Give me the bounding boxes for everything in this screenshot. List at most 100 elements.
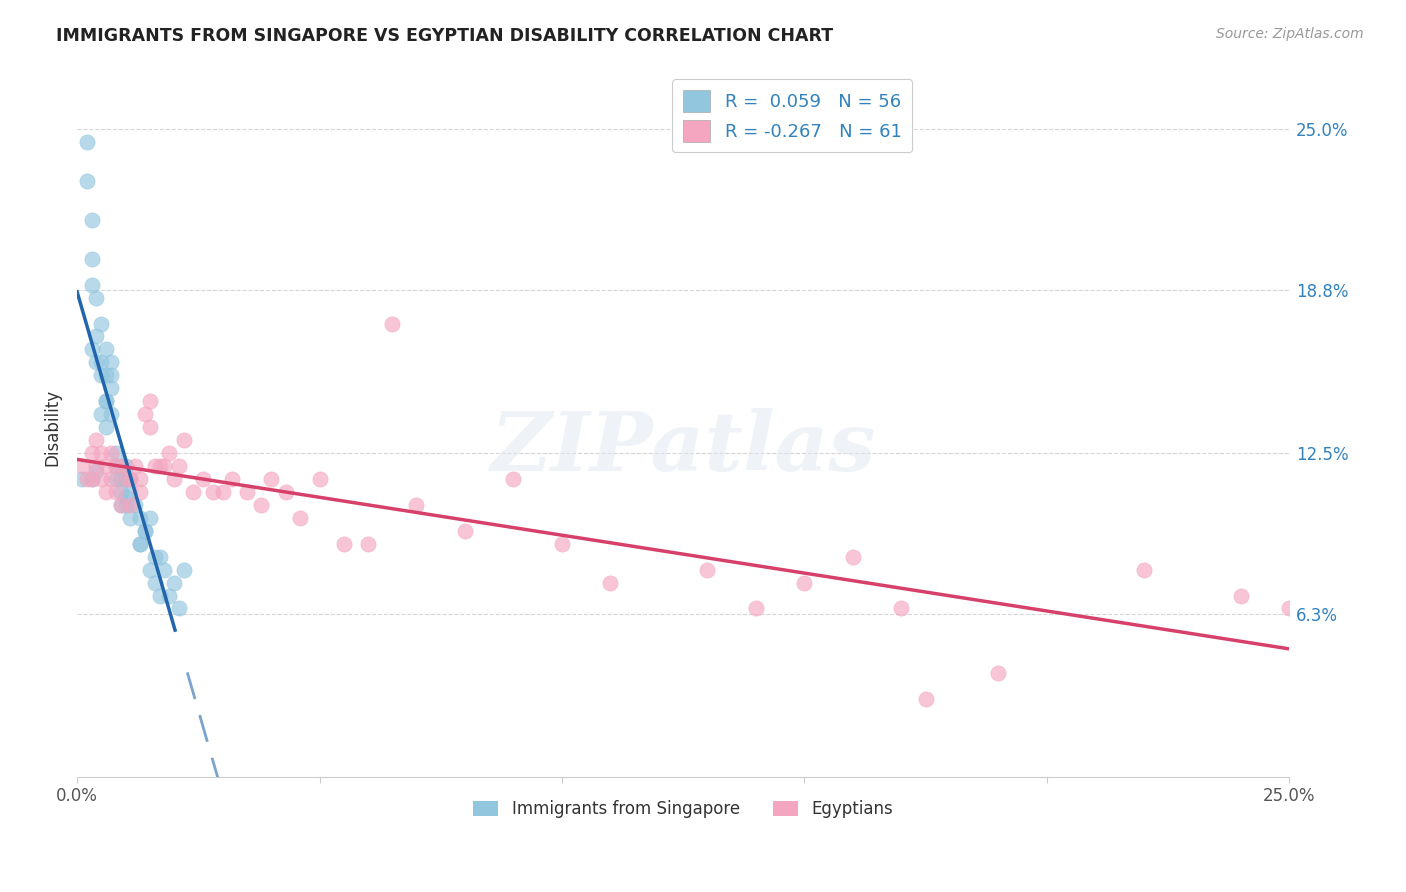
Point bbox=[129, 484, 152, 499]
Point bbox=[236, 484, 259, 499]
Point bbox=[70, 472, 93, 486]
Point bbox=[114, 498, 136, 512]
Point bbox=[333, 537, 356, 551]
Point bbox=[987, 666, 1010, 681]
Point bbox=[80, 252, 103, 266]
Point bbox=[163, 575, 186, 590]
Point bbox=[76, 135, 98, 149]
Point bbox=[90, 368, 112, 383]
Point bbox=[143, 458, 166, 473]
Point bbox=[80, 343, 103, 357]
Point bbox=[148, 589, 170, 603]
Point bbox=[86, 458, 108, 473]
Point bbox=[90, 317, 112, 331]
Point bbox=[96, 368, 118, 383]
Point bbox=[120, 511, 142, 525]
Point bbox=[80, 472, 103, 486]
Point bbox=[551, 537, 574, 551]
Point bbox=[599, 575, 621, 590]
Text: ZIPatlas: ZIPatlas bbox=[491, 409, 876, 488]
Point bbox=[80, 472, 103, 486]
Point bbox=[86, 464, 108, 478]
Point bbox=[114, 472, 136, 486]
Point bbox=[90, 472, 112, 486]
Point bbox=[153, 458, 176, 473]
Point bbox=[104, 472, 127, 486]
Point bbox=[104, 484, 127, 499]
Point bbox=[183, 484, 205, 499]
Point bbox=[1229, 589, 1251, 603]
Point bbox=[454, 524, 477, 538]
Point bbox=[129, 511, 152, 525]
Point bbox=[191, 472, 214, 486]
Point bbox=[134, 524, 156, 538]
Point bbox=[143, 549, 166, 564]
Point bbox=[110, 472, 132, 486]
Point bbox=[308, 472, 330, 486]
Point bbox=[357, 537, 380, 551]
Point bbox=[100, 446, 122, 460]
Point bbox=[104, 458, 127, 473]
Point bbox=[80, 446, 103, 460]
Point bbox=[129, 537, 152, 551]
Point bbox=[405, 498, 427, 512]
Point bbox=[163, 472, 186, 486]
Point bbox=[745, 601, 768, 615]
Point bbox=[114, 490, 136, 504]
Point bbox=[110, 458, 132, 473]
Point bbox=[100, 407, 122, 421]
Point bbox=[134, 407, 156, 421]
Point bbox=[260, 472, 283, 486]
Point bbox=[1133, 563, 1156, 577]
Point bbox=[114, 458, 136, 473]
Point bbox=[96, 420, 118, 434]
Point bbox=[211, 484, 233, 499]
Point bbox=[110, 498, 132, 512]
Point bbox=[250, 498, 273, 512]
Y-axis label: Disability: Disability bbox=[44, 389, 60, 466]
Point bbox=[124, 498, 146, 512]
Point bbox=[139, 511, 162, 525]
Point bbox=[914, 692, 936, 706]
Point bbox=[110, 498, 132, 512]
Point bbox=[86, 329, 108, 343]
Point bbox=[70, 458, 93, 473]
Point bbox=[288, 511, 311, 525]
Point bbox=[96, 343, 118, 357]
Point bbox=[76, 472, 98, 486]
Point bbox=[120, 472, 142, 486]
Point bbox=[1278, 601, 1301, 615]
Point bbox=[96, 458, 118, 473]
Point bbox=[96, 394, 118, 409]
Point bbox=[157, 446, 180, 460]
Point bbox=[124, 458, 146, 473]
Point bbox=[100, 355, 122, 369]
Point bbox=[96, 484, 118, 499]
Point bbox=[129, 537, 152, 551]
Point bbox=[104, 446, 127, 460]
Point bbox=[793, 575, 815, 590]
Point bbox=[80, 213, 103, 227]
Point bbox=[100, 472, 122, 486]
Point bbox=[201, 484, 224, 499]
Point bbox=[890, 601, 912, 615]
Point bbox=[76, 174, 98, 188]
Point bbox=[86, 355, 108, 369]
Text: Source: ZipAtlas.com: Source: ZipAtlas.com bbox=[1216, 27, 1364, 41]
Point bbox=[502, 472, 524, 486]
Point bbox=[148, 549, 170, 564]
Point bbox=[143, 575, 166, 590]
Point bbox=[139, 394, 162, 409]
Point bbox=[110, 458, 132, 473]
Point bbox=[173, 433, 195, 447]
Point bbox=[696, 563, 718, 577]
Point bbox=[139, 420, 162, 434]
Point bbox=[100, 368, 122, 383]
Point bbox=[129, 472, 152, 486]
Point bbox=[90, 407, 112, 421]
Point bbox=[86, 291, 108, 305]
Point bbox=[153, 563, 176, 577]
Point bbox=[100, 381, 122, 395]
Point bbox=[90, 355, 112, 369]
Point bbox=[86, 433, 108, 447]
